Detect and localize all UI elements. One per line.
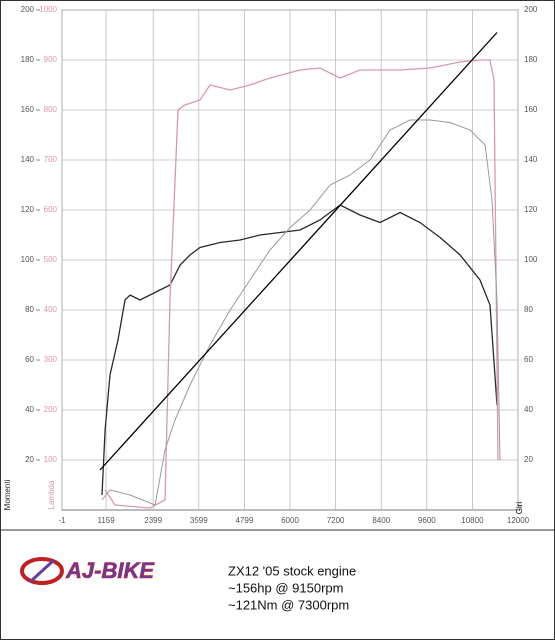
series-label: Lambda bbox=[47, 480, 56, 509]
x-tick-label: 9600 bbox=[418, 516, 436, 525]
x-tick-label: 12000 bbox=[507, 516, 530, 525]
x-tick-label: 3599 bbox=[190, 516, 208, 525]
series-label: Momenti bbox=[3, 479, 12, 510]
logo: AJ-BIKE bbox=[20, 557, 156, 585]
y-tick-label: 40 bbox=[25, 405, 34, 414]
y-tick-label: 100 bbox=[21, 255, 35, 264]
y-tick-label: 120 bbox=[21, 205, 35, 214]
series-line bbox=[104, 59, 499, 509]
series-line bbox=[99, 32, 498, 471]
y3-tick-label: 600 bbox=[44, 205, 58, 214]
caption-line: ZX12 '05 stock engine bbox=[228, 563, 356, 578]
y2-tick-label: 160 bbox=[524, 105, 538, 114]
y2-tick-label: 20 bbox=[524, 455, 533, 464]
series-line bbox=[101, 119, 501, 506]
y3-tick-label: 800 bbox=[44, 105, 58, 114]
y-tick-label: 20 bbox=[25, 455, 34, 464]
y-tick-label: 160 bbox=[21, 105, 35, 114]
series-label: Giri bbox=[515, 502, 524, 515]
x-tick-label: 7200 bbox=[327, 516, 345, 525]
series-line bbox=[101, 204, 498, 496]
y-tick-label: 200 bbox=[21, 5, 35, 14]
y-tick-label: 60 bbox=[25, 355, 34, 364]
y3-tick-label: 1000 bbox=[39, 5, 57, 14]
y3-tick-label: 400 bbox=[44, 305, 58, 314]
y3-tick-label: 700 bbox=[44, 155, 58, 164]
y3-tick-label: 200 bbox=[44, 405, 58, 414]
y2-tick-label: 40 bbox=[524, 405, 533, 414]
x-tick-label: 4799 bbox=[235, 516, 253, 525]
y2-tick-label: 60 bbox=[524, 355, 533, 364]
x-tick-label: 6000 bbox=[281, 516, 299, 525]
y3-tick-label: 900 bbox=[44, 55, 58, 64]
y2-tick-label: 140 bbox=[524, 155, 538, 164]
logo-text: AJ-BIKE bbox=[65, 558, 155, 583]
x-tick-label: 8400 bbox=[372, 516, 390, 525]
y3-tick-label: 500 bbox=[44, 255, 58, 264]
logo-ring bbox=[20, 557, 64, 585]
y2-tick-label: 80 bbox=[524, 305, 533, 314]
y2-tick-label: 120 bbox=[524, 205, 538, 214]
x-tick-label: 10800 bbox=[461, 516, 484, 525]
y-tick-label: 140 bbox=[21, 155, 35, 164]
logo-slash bbox=[28, 558, 56, 584]
y2-tick-label: 180 bbox=[524, 55, 538, 64]
caption-line: ~156hp @ 9150rpm bbox=[228, 580, 343, 595]
x-tick-label: 1159 bbox=[97, 516, 115, 525]
y2-tick-label: 200 bbox=[524, 5, 538, 14]
y3-tick-label: 300 bbox=[44, 355, 58, 364]
y3-tick-label: 100 bbox=[44, 455, 58, 464]
x-tick-label: 2399 bbox=[144, 516, 162, 525]
caption-line: ~121Nm @ 7300rpm bbox=[228, 597, 349, 612]
y2-tick-label: 100 bbox=[524, 255, 538, 264]
y-tick-label: 80 bbox=[25, 305, 34, 314]
y-tick-label: 180 bbox=[21, 55, 35, 64]
x-tick-label: -1 bbox=[58, 516, 66, 525]
